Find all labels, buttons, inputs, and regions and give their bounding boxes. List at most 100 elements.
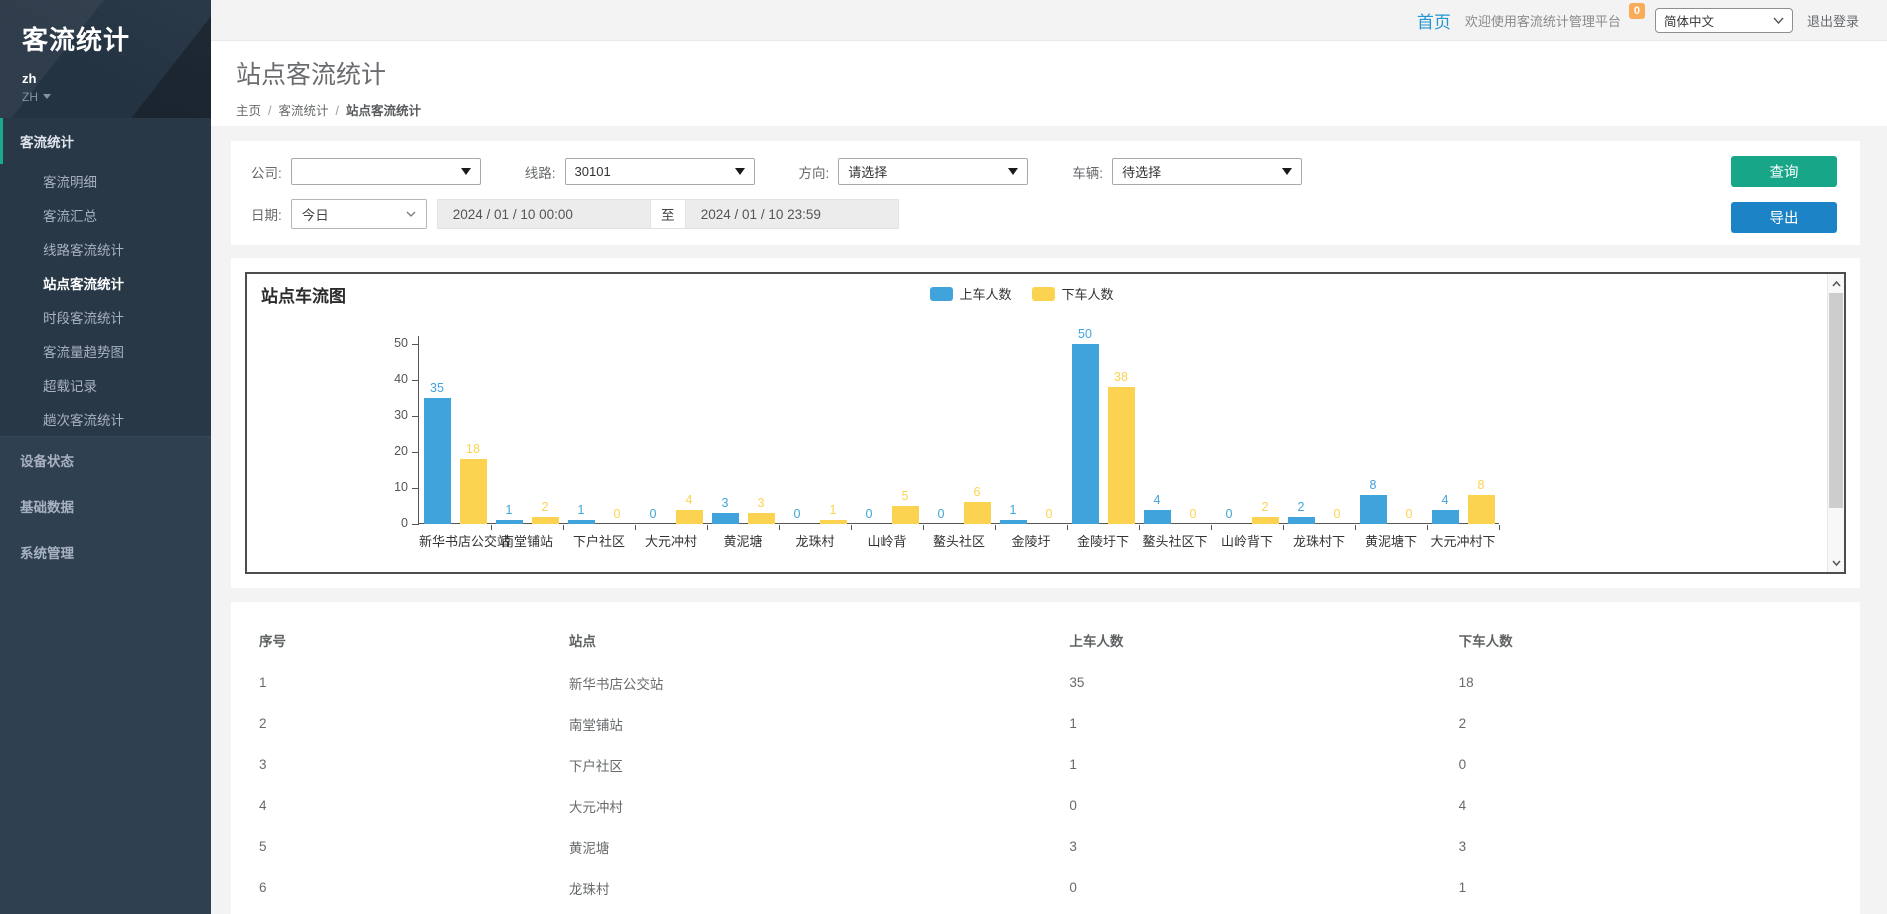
chart-bar-value: 0 bbox=[1046, 507, 1053, 521]
chart-bar[interactable]: 50 bbox=[1072, 344, 1099, 524]
chart-bar[interactable]: 4 bbox=[1144, 510, 1171, 524]
station-flow-chart: 站点车流图 上车人数下车人数 010203040503518新华书店公交站12南… bbox=[245, 272, 1846, 574]
chart-bar[interactable]: 8 bbox=[1468, 495, 1495, 524]
vehicle-select-value: 待选择 bbox=[1122, 162, 1161, 181]
scrollbar-thumb[interactable] bbox=[1829, 293, 1843, 508]
chart-bar[interactable]: 38 bbox=[1108, 387, 1135, 524]
table-cell: 下户社区 bbox=[561, 744, 1062, 785]
legend-item[interactable]: 上车人数 bbox=[930, 284, 1012, 303]
language-select[interactable]: 简体中文 bbox=[1655, 8, 1793, 33]
scroll-up-button[interactable] bbox=[1828, 275, 1844, 292]
date-preset-select[interactable]: 今日 bbox=[291, 199, 427, 229]
y-axis-tick-label: 40 bbox=[378, 372, 408, 386]
sidebar-item[interactable]: 线路客流统计 bbox=[0, 232, 211, 266]
company-select[interactable] bbox=[291, 158, 481, 185]
sidebar-item[interactable]: 时段客流统计 bbox=[0, 300, 211, 334]
chart-bar[interactable]: 3 bbox=[712, 513, 739, 524]
sidebar-section-header-3[interactable]: 系统管理 bbox=[0, 529, 211, 575]
sidebar-item[interactable]: 客流明细 bbox=[0, 164, 211, 198]
chart-legend: 上车人数 下车人数 bbox=[930, 284, 1114, 303]
chart-bar[interactable]: 8 bbox=[1360, 495, 1387, 524]
chart-category-slot: 05山岭背 bbox=[851, 336, 923, 524]
chart-category-slot: 48大元冲村下 bbox=[1427, 336, 1499, 524]
breadcrumb-link[interactable]: 客流统计 bbox=[279, 104, 329, 118]
user-role-label: ZH bbox=[22, 90, 38, 104]
chart-scrollbar[interactable] bbox=[1827, 274, 1844, 572]
sidebar-item[interactable]: 客流量趋势图 bbox=[0, 334, 211, 368]
chart-bar-value: 0 bbox=[1190, 507, 1197, 521]
vehicle-label: 车辆: bbox=[1072, 162, 1103, 182]
sidebar-item-active[interactable]: 站点客流统计 bbox=[0, 266, 211, 300]
home-link[interactable]: 首页 bbox=[1417, 8, 1451, 33]
x-axis-label: 龙珠村 bbox=[779, 531, 851, 550]
logout-link[interactable]: 退出登录 bbox=[1807, 11, 1859, 30]
chart-bar[interactable]: 3 bbox=[748, 513, 775, 524]
chart-bar[interactable]: 4 bbox=[676, 510, 703, 524]
sidebar-item[interactable]: 客流汇总 bbox=[0, 198, 211, 232]
export-button[interactable]: 导出 bbox=[1731, 202, 1837, 233]
date-range-group: 2024 / 01 / 10 00:00 至 2024 / 01 / 10 23… bbox=[437, 199, 899, 229]
chart-bar[interactable]: 2 bbox=[532, 517, 559, 524]
app-title: 客流统计 bbox=[22, 20, 211, 57]
chart-bar[interactable]: 1 bbox=[1000, 520, 1027, 524]
sidebar-nav: 客流统计客流明细客流汇总线路客流统计站点客流统计时段客流统计客流量趋势图超载记录… bbox=[0, 118, 211, 575]
line-label: 线路: bbox=[525, 162, 556, 182]
y-axis-tick-label: 30 bbox=[378, 408, 408, 422]
table-row: 3下户社区10 bbox=[251, 744, 1840, 785]
chart-bar[interactable]: 4 bbox=[1432, 510, 1459, 524]
dropdown-arrow-icon bbox=[461, 168, 471, 175]
topbar: 首页 欢迎使用客流统计管理平台 0 简体中文 退出登录 bbox=[211, 0, 1887, 40]
company-label: 公司: bbox=[251, 162, 282, 182]
sidebar-section-header-0[interactable]: 客流统计 bbox=[0, 118, 211, 164]
table-cell: 4 bbox=[1451, 785, 1840, 826]
direction-select[interactable]: 请选择 bbox=[838, 158, 1028, 185]
line-select[interactable]: 30101 bbox=[565, 158, 755, 185]
table-cell: 0 bbox=[1061, 785, 1450, 826]
chart-category-slot: 40鳌头社区下 bbox=[1139, 336, 1211, 524]
chart-bar[interactable]: 1 bbox=[496, 520, 523, 524]
sidebar-item[interactable]: 趟次客流统计 bbox=[0, 402, 211, 436]
date-range-separator: 至 bbox=[651, 199, 685, 229]
breadcrumb-link[interactable]: 主页 bbox=[236, 104, 261, 118]
direction-select-value: 请选择 bbox=[848, 162, 887, 181]
legend-swatch-icon bbox=[930, 287, 953, 301]
x-axis-label: 山岭背下 bbox=[1211, 531, 1283, 550]
chart-bar[interactable]: 18 bbox=[460, 459, 487, 524]
y-axis-tick-label: 20 bbox=[378, 444, 408, 458]
date-to-input[interactable]: 2024 / 01 / 10 23:59 bbox=[685, 199, 899, 229]
chart-bar-value: 0 bbox=[794, 507, 801, 521]
sidebar-item[interactable]: 超载记录 bbox=[0, 368, 211, 402]
sidebar-section-header-1[interactable]: 设备状态 bbox=[0, 437, 211, 483]
vehicle-select[interactable]: 待选择 bbox=[1112, 158, 1302, 185]
table-header-row: 序号站点上车人数下车人数 bbox=[251, 618, 1840, 662]
table-cell: 6 bbox=[251, 867, 561, 908]
chart-bar[interactable]: 2 bbox=[1288, 517, 1315, 524]
y-axis-tick bbox=[412, 488, 418, 489]
scroll-down-button[interactable] bbox=[1828, 554, 1844, 571]
table-row: 7山岭背05 bbox=[251, 908, 1840, 914]
language-select-value: 简体中文 bbox=[1664, 11, 1714, 30]
breadcrumb-separator: / bbox=[336, 104, 339, 118]
chart-bar-value: 4 bbox=[1154, 493, 1161, 507]
y-axis-tick bbox=[412, 452, 418, 453]
legend-item[interactable]: 下车人数 bbox=[1032, 284, 1114, 303]
chart-bar-pair: 01 bbox=[779, 336, 851, 524]
table-cell: 1 bbox=[1061, 744, 1450, 785]
user-role-dropdown[interactable]: ZH bbox=[22, 90, 211, 104]
chart-bar[interactable]: 1 bbox=[568, 520, 595, 524]
chart-bar[interactable]: 35 bbox=[424, 398, 451, 524]
notification-badge[interactable]: 0 bbox=[1629, 3, 1645, 19]
query-button[interactable]: 查询 bbox=[1731, 156, 1837, 187]
chart-bar[interactable]: 2 bbox=[1252, 517, 1279, 524]
chart-bar[interactable]: 6 bbox=[964, 502, 991, 524]
legend-label: 下车人数 bbox=[1062, 284, 1114, 303]
sidebar-section-header-2[interactable]: 基础数据 bbox=[0, 483, 211, 529]
y-axis-tick-label: 10 bbox=[378, 480, 408, 494]
table-cell: 山岭背 bbox=[561, 908, 1062, 914]
chart-bar-value: 0 bbox=[1406, 507, 1413, 521]
chart-bar[interactable]: 5 bbox=[892, 506, 919, 524]
chart-bar-pair: 12 bbox=[491, 336, 563, 524]
date-from-input[interactable]: 2024 / 01 / 10 00:00 bbox=[437, 199, 651, 229]
chart-bar-value: 1 bbox=[506, 503, 513, 517]
chart-bar[interactable]: 1 bbox=[820, 520, 847, 524]
